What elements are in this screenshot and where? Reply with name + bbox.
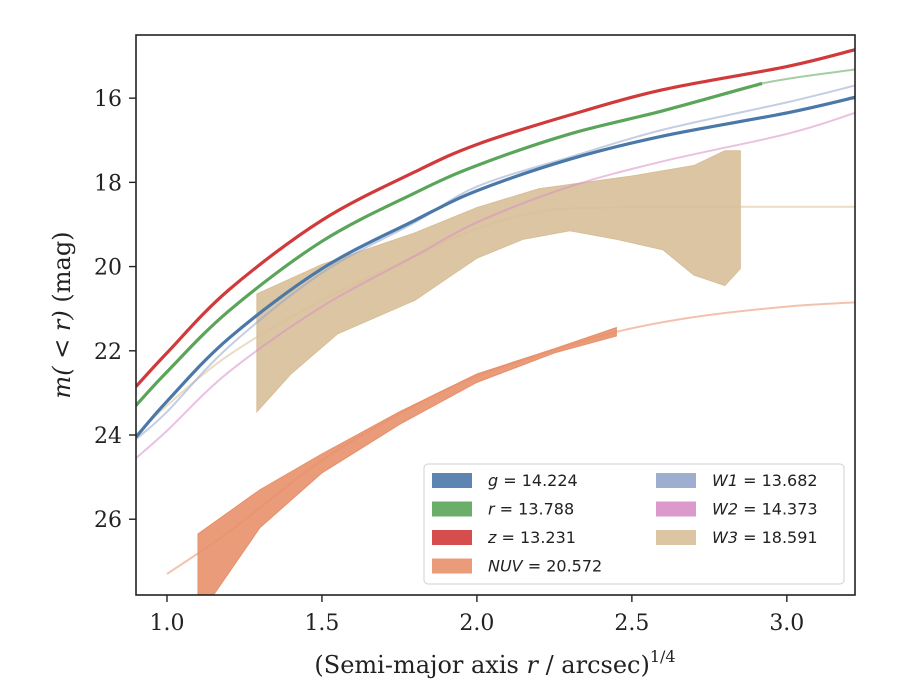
x-tick-label: 3.0 xyxy=(769,611,804,636)
curve-g xyxy=(136,96,855,438)
x-tick-label: 1.5 xyxy=(304,611,339,636)
profile-g xyxy=(136,95,855,439)
legend-swatch-g xyxy=(432,473,472,488)
legend-swatch-r xyxy=(432,501,472,517)
x-tick-label: 1.0 xyxy=(149,611,184,636)
uncertainty-bands xyxy=(197,150,741,595)
legend-label-z: z = 13.231 xyxy=(487,528,576,547)
y-tick-label: 24 xyxy=(94,424,122,449)
x-tick-label: 2.0 xyxy=(459,611,494,636)
curve-nuv xyxy=(166,301,855,575)
curve-w3 xyxy=(136,205,855,436)
y-axis-title: m( < r) (mag) xyxy=(48,231,76,398)
y-tick-label: 18 xyxy=(94,171,122,196)
legend: g = 14.224 r = 13.788 z = 13.231 NUV = 20.5… xyxy=(423,463,845,585)
profile-z xyxy=(136,48,855,388)
legend-swatch-z xyxy=(432,530,472,545)
y-axis: 16 18 20 22 24 26 xyxy=(94,87,136,533)
x-axis-title: (Semi-major axis r / arcsec)1/4 xyxy=(314,647,675,679)
legend-swatch-w1 xyxy=(656,473,696,488)
legend-swatch-w2 xyxy=(656,501,696,517)
legend-label-g: g = 14.224 xyxy=(488,471,578,490)
legend-label-r: r = 13.788 xyxy=(488,500,574,519)
y-tick-label: 22 xyxy=(94,340,122,365)
x-tick-label: 2.5 xyxy=(614,611,649,636)
legend-frame xyxy=(423,463,845,585)
series-lines xyxy=(136,48,855,575)
band-w3 xyxy=(256,150,741,414)
band-nuv xyxy=(197,326,617,595)
legend-label-w1: W1 = 13.682 xyxy=(712,471,818,490)
y-tick-label: 26 xyxy=(94,508,122,533)
curve-w2 xyxy=(136,111,855,459)
x-axis: 1.0 1.5 2.0 2.5 3.0 xyxy=(149,595,804,636)
legend-label-w2: W2 = 14.373 xyxy=(712,500,818,519)
profile-r xyxy=(136,81,763,407)
curve-w1 xyxy=(136,84,855,440)
legend-swatch-nuv xyxy=(432,558,472,574)
legend-label-nuv: NUV = 20.572 xyxy=(488,557,602,576)
y-tick-label: 16 xyxy=(94,87,122,112)
legend-label-w3: W3 = 18.591 xyxy=(712,528,818,547)
legend-swatch-w3 xyxy=(656,530,696,545)
y-tick-label: 20 xyxy=(94,256,122,281)
plot-frame xyxy=(135,34,856,596)
